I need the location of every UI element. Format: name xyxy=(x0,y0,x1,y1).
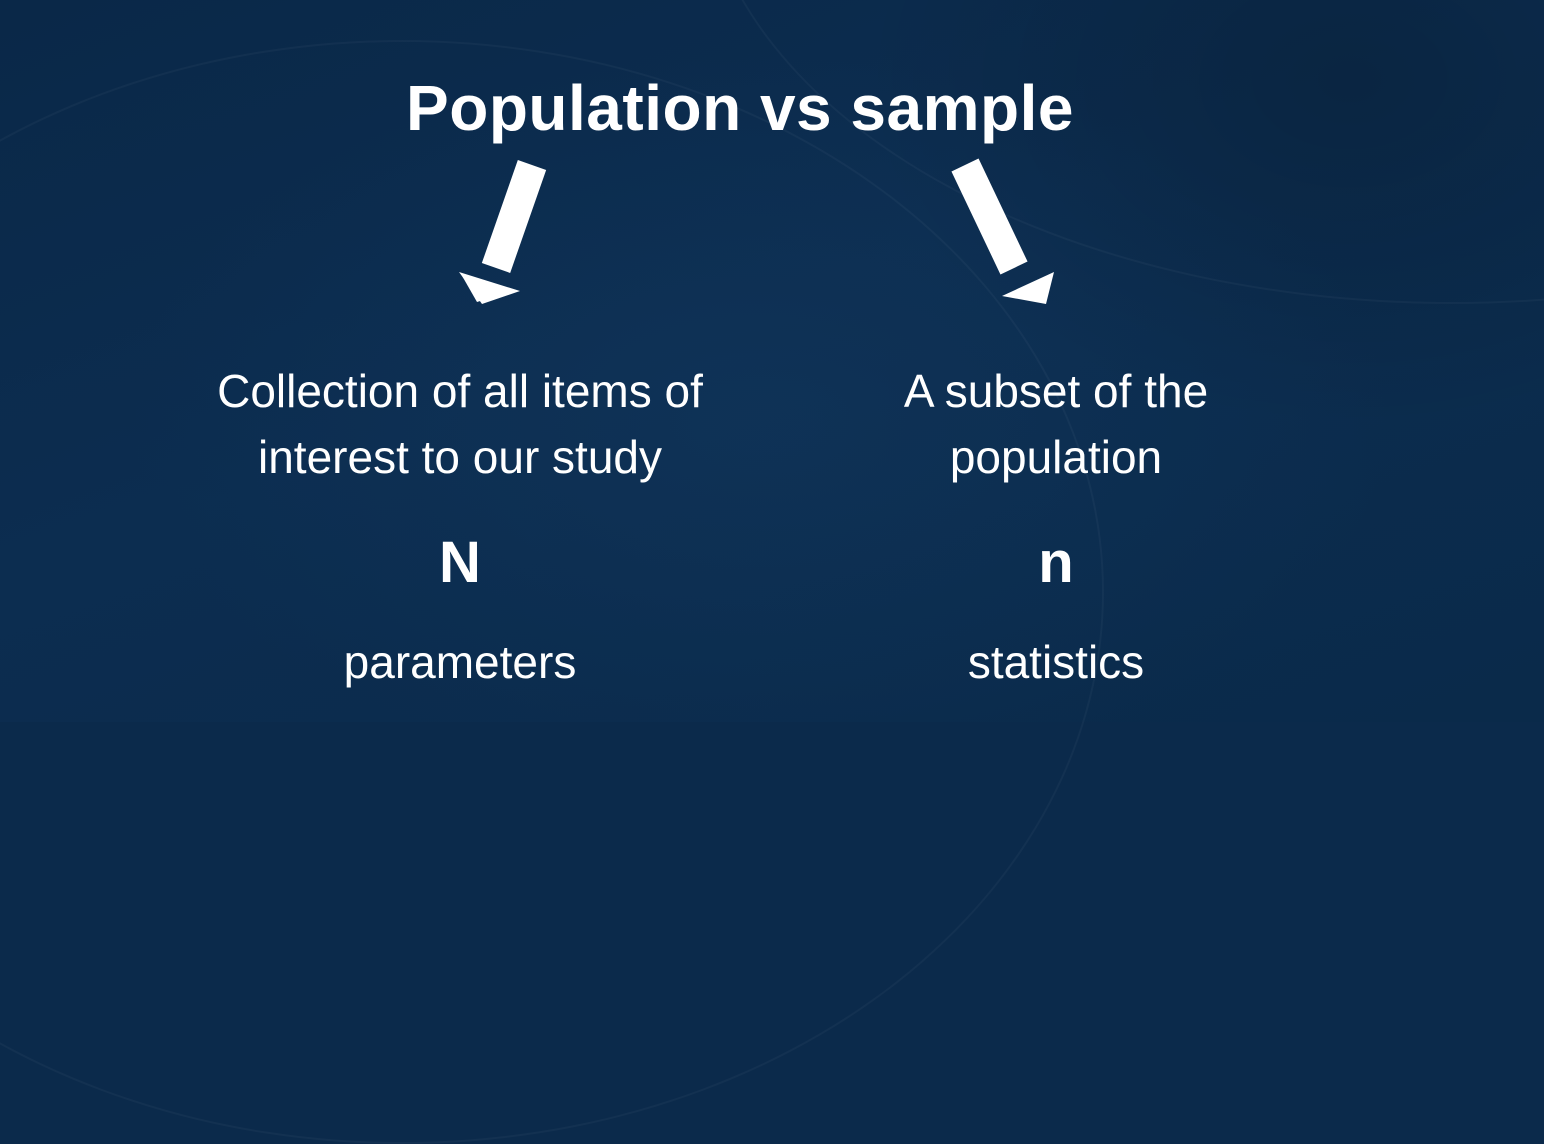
arrow-down-right-icon xyxy=(951,158,1054,304)
population-description-line: Collection of all items of xyxy=(217,365,703,417)
population-description: Collection of all items of interest to o… xyxy=(160,358,760,490)
sample-description-line: A subset of the xyxy=(903,365,1209,417)
population-symbol: N xyxy=(439,530,481,595)
sample-description-line: population xyxy=(949,431,1163,483)
sample-symbol: n xyxy=(1038,530,1074,595)
population-description-line: interest to our study xyxy=(258,431,662,483)
slide-title: Population vs sample xyxy=(406,72,1074,144)
slide-background xyxy=(0,0,1544,722)
population-term: parameters xyxy=(343,636,577,688)
sample-term: statistics xyxy=(967,636,1145,688)
arrows-diagram xyxy=(459,158,1054,304)
sample-description: A subset of the population xyxy=(806,358,1306,490)
arrow-down-left-icon xyxy=(459,160,547,304)
